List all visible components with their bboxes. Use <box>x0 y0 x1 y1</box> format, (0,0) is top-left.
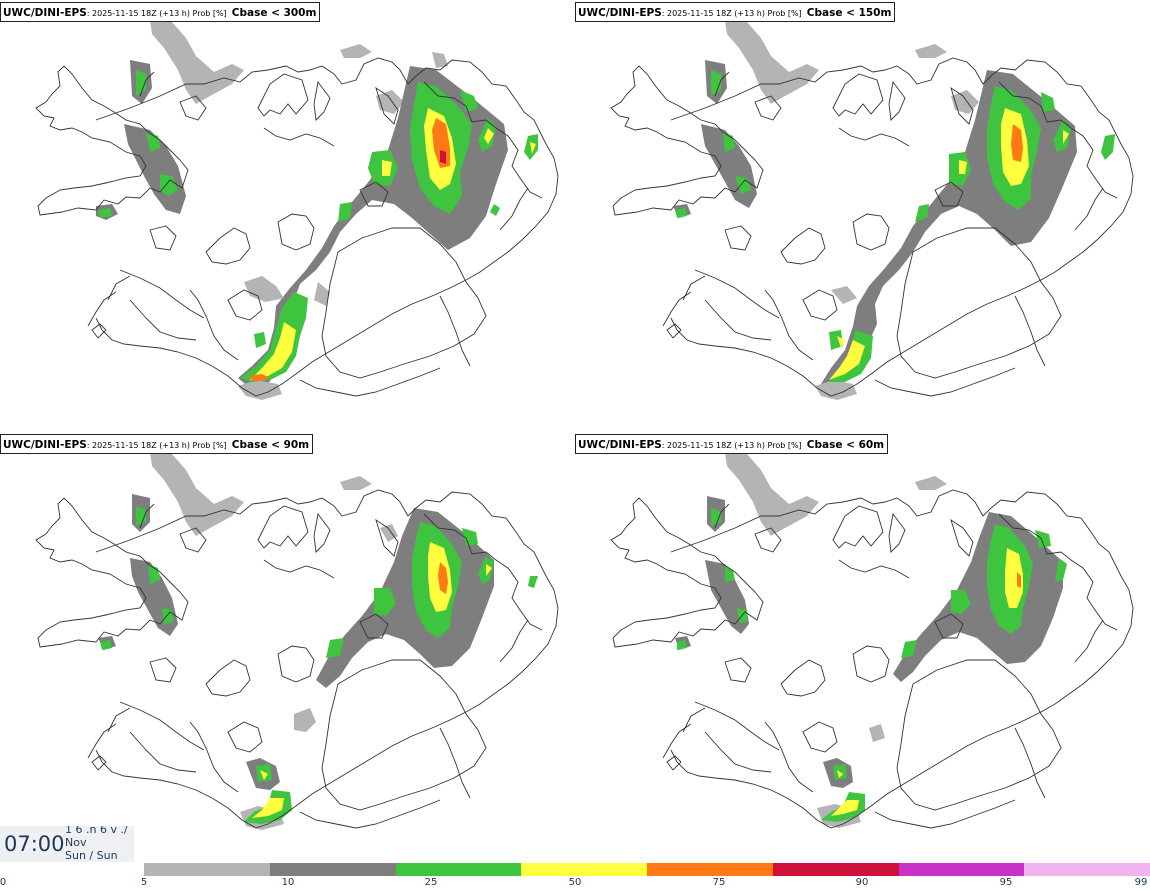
colorbar-segment-50-75 <box>521 863 647 876</box>
iceland-probability-map <box>35 452 559 830</box>
colorbar-segment-5-10 <box>144 863 270 876</box>
valid-date-line-1: 1 6 .n 6 v ./ <box>65 826 128 836</box>
panel-title: UWC/DINI-EPS: 2025-11-15 18Z (+13 h) Pro… <box>575 2 896 22</box>
valid-date-line-2: Nov <box>65 836 87 849</box>
run-info: : 2025-11-15 18Z (+13 h) Prob [%] <box>661 9 802 18</box>
iceland-probability-map <box>35 20 559 400</box>
colorbar-segment-90-95 <box>772 863 899 876</box>
valid-time-clock: 07:00 <box>4 832 65 856</box>
valid-date-line-3: Sun / Sun <box>65 849 118 862</box>
colorbar-tick-90: 90 <box>855 877 869 888</box>
run-info: : 2025-11-15 18Z (+13 h) Prob [%] <box>86 9 227 18</box>
colorbar-segment-95-99 <box>898 863 1025 876</box>
colorbar-tick-99: 99 <box>1134 877 1148 888</box>
iceland-probability-map <box>610 20 1134 400</box>
model-name: UWC/DINI-EPS <box>578 7 662 19</box>
colorbar-segment-99 <box>1024 863 1150 876</box>
colorbar-tick-10: 10 <box>281 877 295 888</box>
panel-title: UWC/DINI-EPS: 2025-11-15 18Z (+13 h) Pro… <box>575 434 889 454</box>
colorbar-segment-10-25 <box>269 863 396 876</box>
colorbar-tick-75: 75 <box>712 877 726 888</box>
threshold-label: Cbase < 300m <box>231 7 317 19</box>
map-panel-cbase-60m: UWC/DINI-EPS: 2025-11-15 18Z (+13 h) Pro… <box>575 432 1150 864</box>
threshold-label: Cbase < 150m <box>806 7 892 19</box>
valid-date-lines: 1 6 .n 6 v ./ Nov Sun / Sun <box>65 826 128 862</box>
threshold-label: Cbase < 60m <box>806 439 885 451</box>
panel-title: UWC/DINI-EPS: 2025-11-15 18Z (+13 h) Pro… <box>0 2 321 22</box>
threshold-label: Cbase < 90m <box>231 439 310 451</box>
map-panel-cbase-90m: UWC/DINI-EPS: 2025-11-15 18Z (+13 h) Pro… <box>0 432 575 864</box>
model-name: UWC/DINI-EPS <box>578 439 662 451</box>
colorbar-segment-75-90 <box>647 863 773 876</box>
run-info: : 2025-11-15 18Z (+13 h) Prob [%] <box>661 441 802 450</box>
valid-time-box: 07:00 1 6 .n 6 v ./ Nov Sun / Sun <box>0 826 134 862</box>
model-name: UWC/DINI-EPS <box>3 439 87 451</box>
colorbar-tick-5: 5 <box>140 877 148 888</box>
probability-colorbar <box>144 863 1150 876</box>
colorbar-tick-50: 50 <box>568 877 582 888</box>
map-panel-cbase-150m: UWC/DINI-EPS: 2025-11-15 18Z (+13 h) Pro… <box>575 0 1150 432</box>
map-panel-cbase-300m: UWC/DINI-EPS: 2025-11-15 18Z (+13 h) Pro… <box>0 0 575 432</box>
colorbar-segment-25-50 <box>395 863 522 876</box>
run-info: : 2025-11-15 18Z (+13 h) Prob [%] <box>86 441 227 450</box>
model-name: UWC/DINI-EPS <box>3 7 87 19</box>
iceland-probability-map <box>610 452 1134 829</box>
colorbar-tick-0: 0 <box>0 877 7 888</box>
panel-title: UWC/DINI-EPS: 2025-11-15 18Z (+13 h) Pro… <box>0 434 314 454</box>
colorbar-tick-95: 95 <box>999 877 1013 888</box>
colorbar-tick-25: 25 <box>424 877 438 888</box>
